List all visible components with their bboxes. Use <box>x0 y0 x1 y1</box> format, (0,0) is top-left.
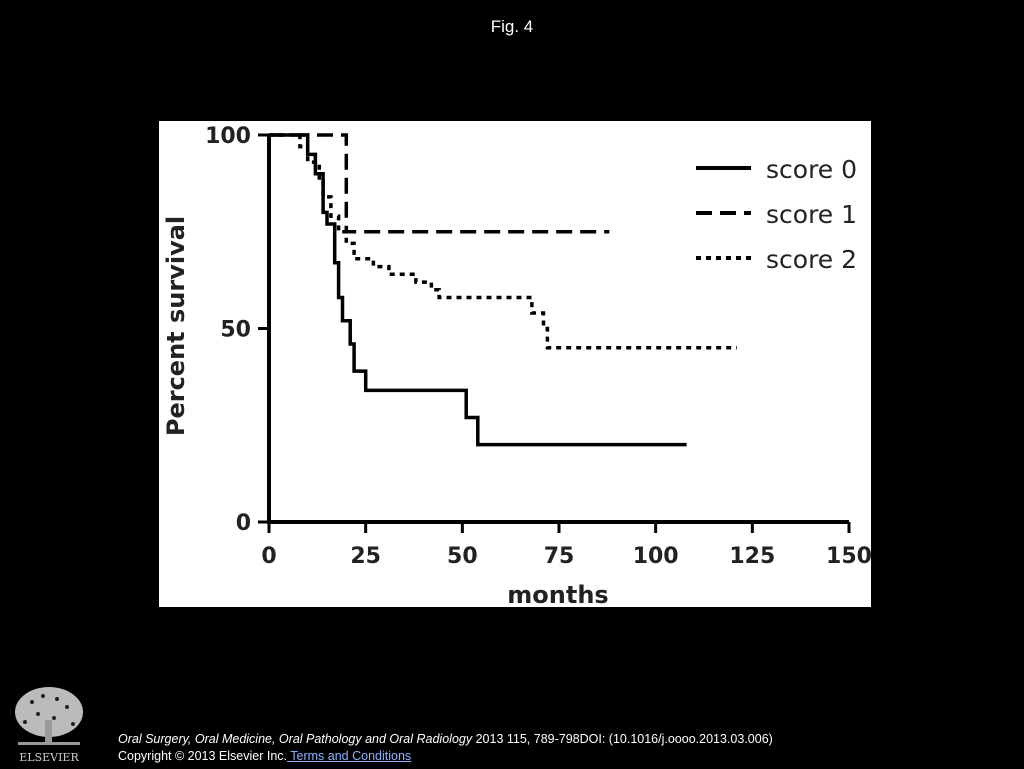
journal-name: Oral Surgery, Oral Medicine, Oral Pathol… <box>118 732 473 746</box>
legend-label: score 2 <box>766 245 857 274</box>
x-tick-label: 0 <box>261 544 276 569</box>
chart-svg: 0 25 50 75 100 125 150 0 50 100 score 0 score 1 sco… <box>162 124 871 607</box>
x-tick-label: 50 <box>447 544 478 569</box>
logo-wordmark: ELSEVIER <box>19 751 79 764</box>
series-line-score-2 <box>269 133 737 350</box>
x-axis-label: months <box>507 581 608 607</box>
legend-label: score 1 <box>766 200 857 229</box>
copyright-line: Copyright © 2013 Elsevier Inc. Terms and… <box>118 748 773 765</box>
x-tick-label: 25 <box>350 544 381 569</box>
legend-label: score 0 <box>766 155 857 184</box>
citation-details: 2013 115, 789-798DOI: (10.1016/j.oooo.20… <box>472 732 773 746</box>
series-line-score-0 <box>269 133 687 447</box>
x-tick-label: 75 <box>544 544 575 569</box>
figure-title: Fig. 4 <box>490 17 534 36</box>
survival-chart: 0 25 50 75 100 125 150 0 50 100 score 0 score 1 sco… <box>159 121 871 607</box>
x-tick-label: 100 <box>633 544 679 569</box>
elsevier-logo: ELSEVIER <box>10 682 88 764</box>
x-tick-label: 125 <box>729 544 775 569</box>
series-line-score-1 <box>269 133 610 234</box>
y-tick-label: 100 <box>205 124 251 149</box>
figure-caption: Oral Surgery, Oral Medicine, Oral Pathol… <box>118 731 773 765</box>
y-axis-label: Percent survival <box>162 216 190 436</box>
terms-link[interactable]: Terms and Conditions <box>287 749 412 763</box>
citation-line: Oral Surgery, Oral Medicine, Oral Pathol… <box>118 731 773 748</box>
copyright-text: Copyright © 2013 Elsevier Inc. <box>118 749 288 763</box>
y-tick-label: 0 <box>236 511 251 536</box>
y-tick-label: 50 <box>220 318 251 343</box>
x-tick-label: 150 <box>826 544 871 569</box>
